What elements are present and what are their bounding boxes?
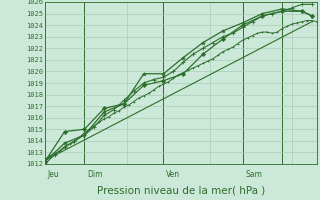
Text: Pression niveau de la mer( hPa ): Pression niveau de la mer( hPa ) — [97, 185, 265, 195]
Text: Sam: Sam — [245, 170, 262, 179]
Text: Jeu: Jeu — [47, 170, 59, 179]
Text: Ven: Ven — [166, 170, 180, 179]
Text: Dim: Dim — [87, 170, 102, 179]
